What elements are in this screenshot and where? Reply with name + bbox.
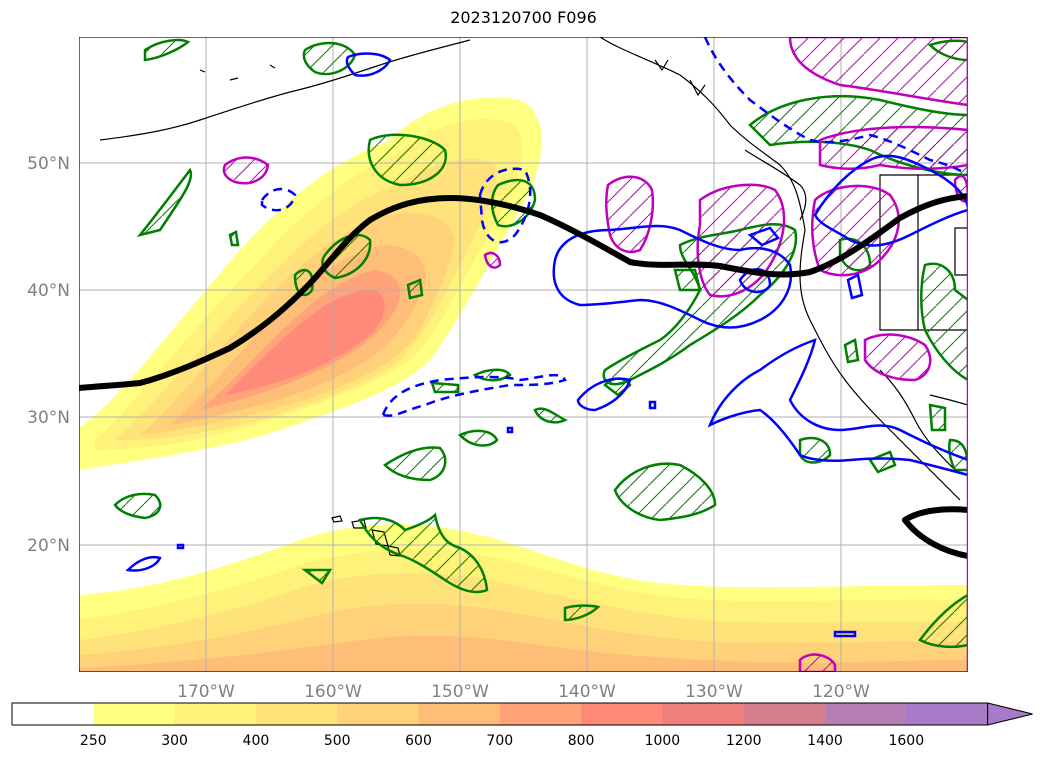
colorbar-segment (499, 703, 582, 725)
longitude-labels: 170°W 160°W 150°W 140°W 130°W 120°W (177, 682, 870, 702)
colorbar-segment (93, 703, 176, 725)
map-plot-area[interactable] (79, 37, 968, 672)
jet-axis (79, 193, 968, 559)
colorbar-tick-label: 1000 (645, 733, 681, 749)
lon-label-170w: 170°W (177, 682, 235, 702)
ivt-band-south (79, 524, 968, 672)
lon-label-150w: 150°W (431, 682, 489, 702)
lon-label-120w: 120°W (812, 682, 870, 702)
colorbar-segment (743, 703, 826, 725)
colorbar-segment (418, 703, 501, 725)
colorbar-tick-label: 500 (324, 733, 351, 749)
colorbar-segment (906, 703, 989, 725)
lat-label-20: 20°N (27, 536, 70, 556)
lon-label-140w: 140°W (558, 682, 616, 702)
colorbar-segment (337, 703, 419, 725)
colorbar-tick-label: 700 (486, 733, 513, 749)
lon-label-130w: 130°W (685, 682, 743, 702)
colorbar-segment (12, 703, 94, 725)
colorbar-tick-label: 1200 (726, 733, 762, 749)
colorbar-tick-label: 1400 (807, 733, 843, 749)
lat-label-50: 50°N (27, 154, 70, 174)
latitude-labels: 50°N 40°N 30°N 20°N (27, 154, 70, 556)
colorbar-tick-label: 300 (161, 733, 188, 749)
colorbar-tick-label: 250 (80, 733, 107, 749)
colorbar-segment (581, 703, 663, 725)
colorbar-segment (255, 703, 338, 725)
blue-dashed-contours (260, 37, 968, 417)
colorbar-tick-label: 400 (243, 733, 270, 749)
lat-label-30: 30°N (27, 408, 70, 428)
lat-label-40: 40°N (27, 281, 70, 301)
colorbar-tick-label: 800 (568, 733, 595, 749)
colorbar-tick-label: 1600 (888, 733, 924, 749)
colorbar-extend-arrow (987, 702, 1033, 726)
map-title: 2023120700 F096 (450, 8, 597, 27)
colorbar-segment (174, 703, 257, 725)
colorbar: 250 300 400 500 600 700 800 1000 1200 1400 1600 (11, 702, 1033, 749)
colorbar-tick-label: 600 (405, 733, 432, 749)
colorbar-outline (11, 702, 989, 726)
colorbar-segment (825, 703, 907, 725)
lon-label-160w: 160°W (304, 682, 362, 702)
colorbar-segment (662, 703, 745, 725)
